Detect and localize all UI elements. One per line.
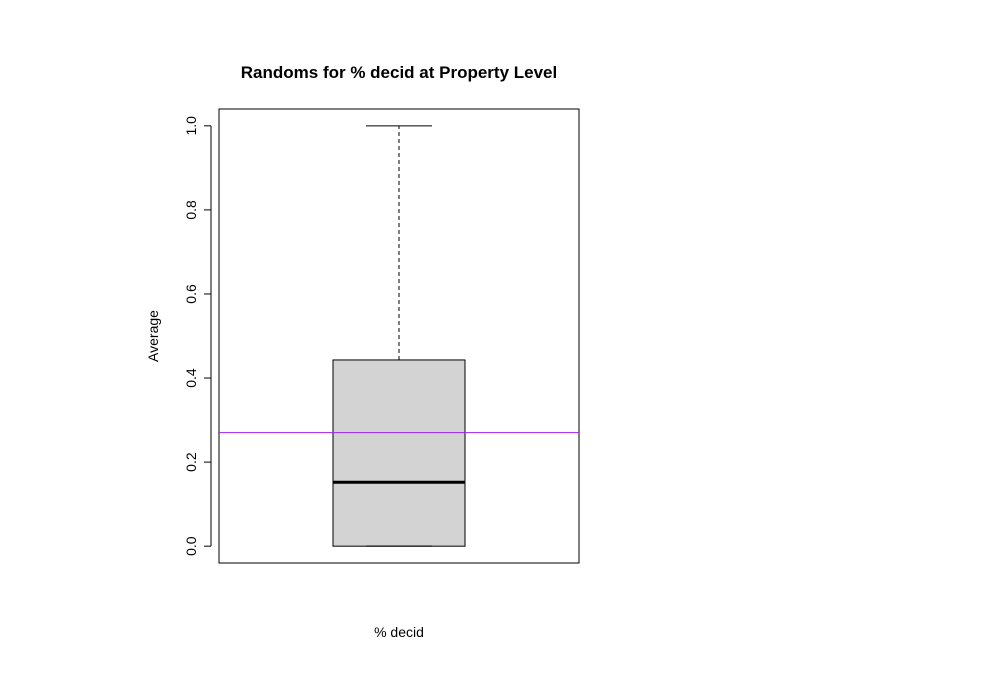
box-plot bbox=[219, 125, 579, 547]
y-tick-label: 0.2 bbox=[183, 452, 199, 472]
y-tick-label: 0.6 bbox=[183, 284, 199, 304]
y-tick-label: 0.0 bbox=[183, 536, 199, 556]
chart-title: Randoms for % decid at Property Level bbox=[241, 63, 557, 82]
y-tick-label: 0.8 bbox=[183, 200, 199, 220]
y-axis-label: Average bbox=[145, 310, 161, 362]
y-tick-label: 1.0 bbox=[183, 116, 199, 136]
y-axis: 0.0 0.2 0.4 0.6 0.8 1.0 bbox=[183, 116, 212, 556]
plot-frame bbox=[218, 108, 580, 564]
x-axis-label: % decid bbox=[374, 624, 424, 640]
y-tick-label: 0.4 bbox=[183, 368, 199, 388]
iqr-box bbox=[332, 359, 466, 547]
